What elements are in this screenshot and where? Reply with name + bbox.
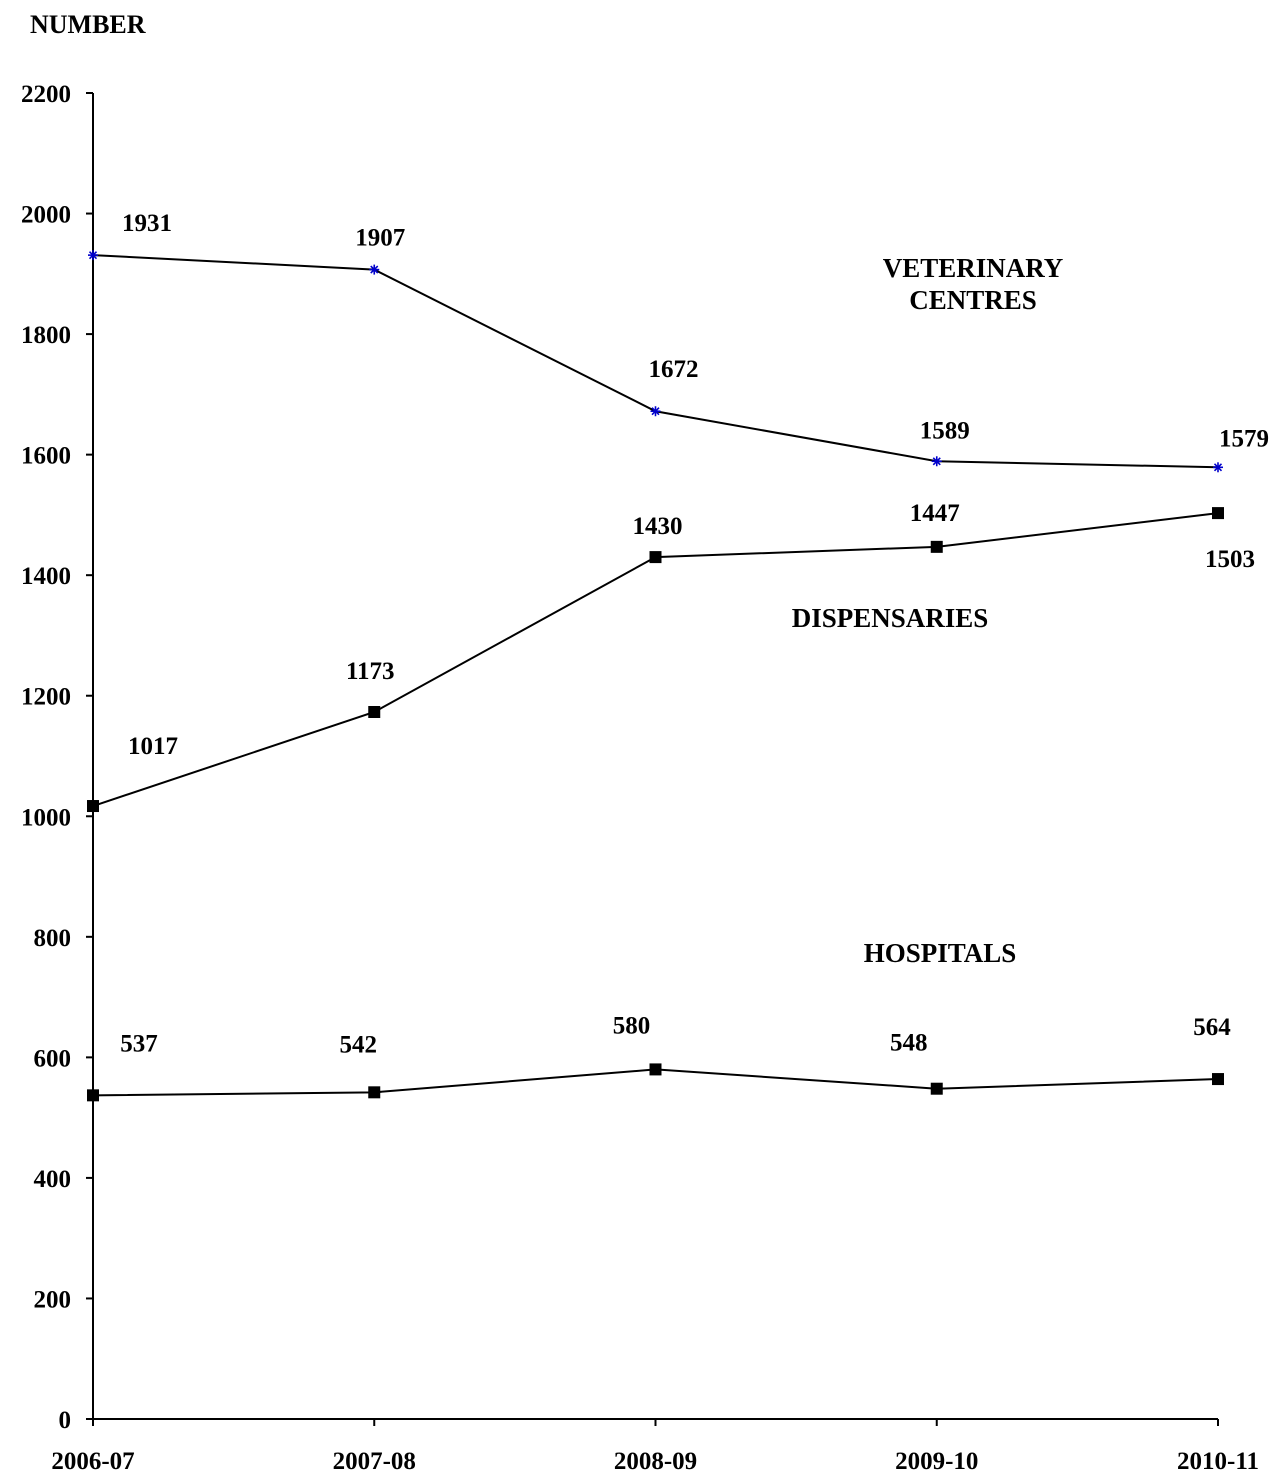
y-tick-label: 2200 bbox=[21, 81, 71, 108]
data-label: 542 bbox=[340, 1031, 378, 1058]
asterisk-stroke bbox=[370, 265, 379, 274]
data-point-square bbox=[87, 1089, 99, 1102]
data-label: 1589 bbox=[920, 417, 970, 444]
asterisk-stroke bbox=[932, 457, 941, 466]
y-tick-label: 600 bbox=[34, 1045, 72, 1072]
data-point-asterisk bbox=[931, 456, 942, 467]
data-label: 537 bbox=[120, 1030, 158, 1057]
data-label: 1907 bbox=[355, 225, 405, 252]
data-point-asterisk bbox=[369, 264, 380, 275]
data-point-square bbox=[930, 1082, 943, 1095]
data-label: 1503 bbox=[1205, 546, 1255, 573]
data-point-square bbox=[930, 540, 943, 553]
series-label: HOSPITALS bbox=[864, 938, 1017, 968]
data-label: 1447 bbox=[910, 500, 960, 527]
data-label: 1672 bbox=[649, 356, 699, 383]
asterisk-stroke bbox=[88, 251, 98, 260]
data-point-square bbox=[649, 551, 662, 564]
data-label: 1430 bbox=[633, 513, 683, 540]
y-tick-label: 200 bbox=[34, 1286, 72, 1313]
data-point-square bbox=[649, 1063, 662, 1076]
y-tick-label: 1200 bbox=[21, 684, 71, 711]
data-point-square bbox=[368, 706, 381, 719]
x-tick-label: 2007-08 bbox=[333, 1448, 416, 1475]
data-point-square bbox=[1212, 1073, 1224, 1086]
data-point-square bbox=[87, 800, 99, 813]
asterisk-stroke bbox=[651, 407, 660, 416]
y-tick-label: 2000 bbox=[21, 202, 71, 229]
y-tick-label: 400 bbox=[34, 1166, 72, 1193]
data-label: 564 bbox=[1193, 1014, 1231, 1041]
data-point-square bbox=[368, 1086, 381, 1099]
y-tick-label: 1400 bbox=[21, 563, 71, 590]
data-point-square bbox=[1212, 507, 1224, 520]
data-point-asterisk bbox=[1213, 462, 1223, 473]
series-label: CENTRES bbox=[909, 285, 1037, 315]
x-tick-label: 2008-09 bbox=[614, 1448, 697, 1475]
x-tick-label: 2010-11 bbox=[1177, 1448, 1259, 1475]
data-label: 1579 bbox=[1219, 425, 1269, 452]
data-label: 1931 bbox=[122, 210, 172, 237]
y-tick-label: 1800 bbox=[21, 322, 71, 349]
x-tick-label: 2006-07 bbox=[51, 1448, 134, 1475]
data-point-asterisk bbox=[88, 250, 98, 261]
y-tick-label: 800 bbox=[34, 925, 72, 952]
series-label: VETERINARY bbox=[883, 253, 1064, 283]
y-tick-label: 0 bbox=[59, 1407, 72, 1434]
y-tick-label: 1000 bbox=[21, 804, 71, 831]
data-label: 548 bbox=[890, 1030, 928, 1057]
y-axis-title: NUMBER bbox=[30, 10, 146, 39]
data-point-asterisk bbox=[650, 406, 661, 417]
series-label: DISPENSARIES bbox=[792, 603, 989, 633]
data-label: 580 bbox=[613, 1012, 651, 1039]
data-label: 1017 bbox=[128, 733, 178, 760]
data-label: 1173 bbox=[346, 658, 395, 685]
asterisk-stroke bbox=[1213, 463, 1223, 472]
y-tick-label: 1600 bbox=[21, 443, 71, 470]
x-tick-label: 2009-10 bbox=[895, 1448, 978, 1475]
